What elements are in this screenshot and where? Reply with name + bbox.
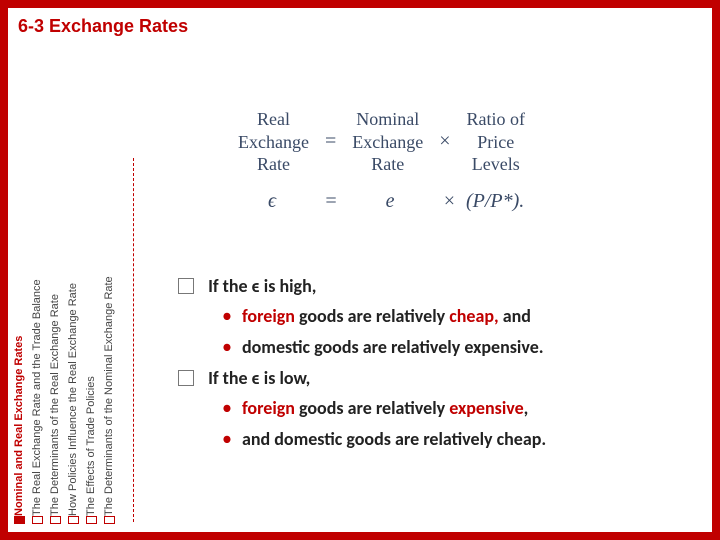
text-emph: foreign xyxy=(242,305,295,327)
eq-text: Rate xyxy=(257,153,290,176)
sidebar-nav: Nominal and Real Exchange Rates The Real… xyxy=(10,156,140,526)
text: If the xyxy=(208,367,252,389)
nav-marker-icon xyxy=(32,516,43,524)
eq-epsilon: ϵ xyxy=(268,190,276,213)
content-body: If the ϵ is high, foreign goods are rela… xyxy=(178,273,682,457)
eq-term-nominal: Nominal Exchange Rate xyxy=(352,108,423,176)
text: domestic goods are relatively expensive. xyxy=(242,336,544,358)
eq-equals: = xyxy=(324,190,338,213)
equation-word-row: Real Exchange Rate = Nominal Exchange Ra… xyxy=(238,108,678,176)
text: ϵ xyxy=(252,367,260,389)
text: is high, xyxy=(260,275,317,297)
nav-marker-icon xyxy=(104,516,115,524)
eq-e: e xyxy=(386,190,395,213)
sidebar-item-1[interactable]: The Real Exchange Rate and the Trade Bal… xyxy=(28,156,46,526)
eq-text: Nominal xyxy=(356,108,419,131)
eq-text: Exchange xyxy=(352,131,423,154)
sidebar-item-3[interactable]: How Policies Influence the Real Exchange… xyxy=(64,156,82,526)
text: goods are relatively xyxy=(295,305,449,327)
text: and domestic goods are relatively cheap. xyxy=(242,428,546,450)
nav-marker-icon xyxy=(50,516,61,524)
sidebar-item-0[interactable]: Nominal and Real Exchange Rates xyxy=(10,156,28,526)
bullet-high: If the ϵ is high, foreign goods are rela… xyxy=(178,273,682,363)
text: If the xyxy=(208,275,252,297)
eq-text: Ratio of xyxy=(467,108,526,131)
eq-equals: = xyxy=(321,130,340,153)
sidebar-item-4[interactable]: The Effects of Trade Policies xyxy=(82,156,100,526)
equation-block: Real Exchange Rate = Nominal Exchange Ra… xyxy=(238,108,678,213)
eq-ratio: (P/P*). xyxy=(466,190,524,213)
sidebar-item-label: The Determinants of the Real Exchange Ra… xyxy=(49,156,61,516)
sub-bullet: domestic goods are relatively expensive. xyxy=(222,332,682,363)
sub-bullet: foreign goods are relatively expensive, xyxy=(222,393,682,424)
sub-bullet: and domestic goods are relatively cheap. xyxy=(222,424,682,455)
equation-symbol-row: ϵ = e × (P/P*). xyxy=(238,190,678,213)
divider-vertical xyxy=(133,158,134,522)
text: goods are relatively xyxy=(295,397,449,419)
slide-frame: 6-3 Exchange Rates Nominal and Real Exch… xyxy=(0,0,720,540)
eq-text: Levels xyxy=(472,153,520,176)
eq-text: Rate xyxy=(371,153,404,176)
eq-times: × xyxy=(435,130,454,153)
eq-text: Exchange xyxy=(238,131,309,154)
text: ϵ xyxy=(252,275,260,297)
text: and xyxy=(499,305,531,327)
sub-bullet: foreign goods are relatively cheap, and xyxy=(222,301,682,332)
eq-text: Real xyxy=(257,108,290,131)
sidebar-item-label: The Effects of Trade Policies xyxy=(85,156,97,516)
sidebar-item-label: Nominal and Real Exchange Rates xyxy=(13,156,25,516)
sidebar-item-label: The Determinants of the Nominal Exchange… xyxy=(103,156,115,516)
eq-term-real: Real Exchange Rate xyxy=(238,108,309,176)
text-emph: cheap, xyxy=(449,305,498,327)
sidebar-item-2[interactable]: The Determinants of the Real Exchange Ra… xyxy=(46,156,64,526)
page-title: 6-3 Exchange Rates xyxy=(8,8,712,37)
text: is low, xyxy=(260,367,311,389)
nav-marker-icon xyxy=(14,516,25,524)
eq-text: Price xyxy=(477,131,514,154)
sidebar-item-label: The Real Exchange Rate and the Trade Bal… xyxy=(31,156,43,516)
eq-times: × xyxy=(442,190,456,213)
nav-marker-icon xyxy=(86,516,97,524)
text-emph: expensive xyxy=(449,397,523,419)
nav-marker-icon xyxy=(68,516,79,524)
sidebar-item-label: How Policies Influence the Real Exchange… xyxy=(67,156,79,516)
text-emph: foreign xyxy=(242,397,295,419)
text: , xyxy=(524,397,529,419)
sidebar-item-5[interactable]: The Determinants of the Nominal Exchange… xyxy=(100,156,118,526)
bullet-low: If the ϵ is low, foreign goods are relat… xyxy=(178,365,682,455)
eq-term-ratio: Ratio of Price Levels xyxy=(467,108,526,176)
